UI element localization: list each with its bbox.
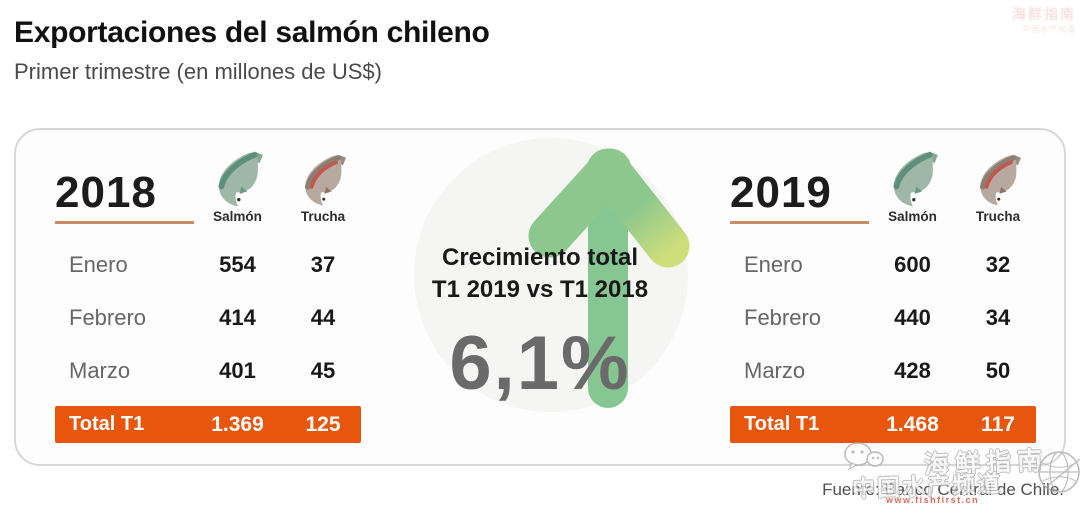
salmon-icon bbox=[218, 151, 263, 207]
page-title: Exportaciones del salmón chileno bbox=[14, 16, 490, 49]
salmon-value: 600 bbox=[894, 251, 931, 277]
month-label: Marzo bbox=[744, 357, 806, 383]
total-trucha-value: 117 bbox=[981, 412, 1015, 436]
year-underline bbox=[55, 221, 194, 224]
growth-value: 6,1% bbox=[449, 321, 631, 406]
table-2018-header: 2018 Salmón bbox=[55, 150, 361, 224]
month-label: Marzo bbox=[69, 357, 131, 383]
table-row: Enero 600 32 bbox=[730, 238, 1036, 291]
page-subtitle: Primer trimestre (en millones de US$) bbox=[14, 59, 382, 84]
total-row-2018: Total T1 1.369 125 bbox=[55, 406, 361, 443]
table-2018-rows: Enero 554 37 Febrero 414 44 Marzo 401 45 bbox=[55, 238, 361, 397]
table-row: Enero 554 37 bbox=[55, 238, 361, 291]
total-label: Total T1 bbox=[69, 413, 145, 435]
table-row: Febrero 440 34 bbox=[730, 291, 1036, 344]
total-trucha-value: 125 bbox=[305, 412, 341, 436]
total-salmon-value: 1.369 bbox=[211, 412, 264, 436]
top-watermark-subtext: 中国水产频道 bbox=[1022, 25, 1076, 34]
trucha-value: 45 bbox=[310, 357, 336, 383]
trucha-icon bbox=[979, 154, 1021, 206]
trucha-value: 50 bbox=[985, 357, 1011, 383]
total-row-2019: Total T1 1.468 117 bbox=[730, 406, 1036, 443]
growth-caption: Crecimiento total T1 2019 vs T1 2018 bbox=[356, 242, 724, 306]
growth-arrow-icon bbox=[528, 148, 690, 408]
salmon-value: 428 bbox=[894, 357, 931, 383]
salmon-value: 401 bbox=[219, 357, 256, 383]
trucha-column-label: Trucha bbox=[975, 209, 1021, 224]
salmon-column-label: Salmón bbox=[213, 209, 262, 224]
salmon-column-label: Salmón bbox=[888, 209, 937, 224]
growth-section: Crecimiento total T1 2019 vs T1 2018 6,1… bbox=[356, 130, 724, 464]
trucha-icon bbox=[304, 154, 346, 206]
salmon-value: 554 bbox=[219, 251, 256, 277]
trucha-column-label: Trucha bbox=[300, 209, 346, 224]
table-2019-header: 2019 Salmón bbox=[730, 150, 1036, 224]
table-2018: 2018 Salmón bbox=[16, 130, 361, 464]
table-row: Febrero 414 44 bbox=[55, 291, 361, 344]
header: Exportaciones del salmón chileno Primer … bbox=[14, 16, 490, 85]
trucha-value: 37 bbox=[310, 251, 336, 277]
source-text: Fuente: Banco Central de Chile. bbox=[822, 480, 1064, 499]
table-2019: 2019 Salmón bbox=[724, 130, 1064, 464]
table-row: Marzo 401 45 bbox=[55, 344, 361, 397]
month-label: Febrero bbox=[69, 304, 147, 330]
trucha-value: 44 bbox=[310, 304, 336, 330]
top-watermark: 海鲜指南 中国水产频道 bbox=[1012, 4, 1076, 35]
table-2019-rows: Enero 600 32 Febrero 440 34 Marzo 428 50 bbox=[730, 238, 1036, 397]
year-underline bbox=[730, 221, 869, 224]
data-card: 2018 Salmón bbox=[14, 128, 1066, 466]
table-row: Marzo 428 50 bbox=[730, 344, 1036, 397]
month-label: Enero bbox=[744, 251, 803, 277]
growth-caption-line1: Crecimiento total bbox=[441, 244, 639, 271]
growth-caption-line2: T1 2019 vs T1 2018 bbox=[431, 276, 649, 303]
total-label: Total T1 bbox=[744, 413, 820, 435]
month-label: Enero bbox=[69, 251, 128, 277]
year-label-2019: 2019 bbox=[730, 168, 832, 217]
month-label: Febrero bbox=[744, 304, 822, 330]
trucha-value: 32 bbox=[985, 251, 1011, 277]
salmon-icon bbox=[893, 151, 938, 207]
total-salmon-value: 1.468 bbox=[886, 412, 939, 436]
trucha-value: 34 bbox=[985, 304, 1011, 330]
year-label-2018: 2018 bbox=[55, 168, 157, 217]
top-watermark-text: 海鲜指南 bbox=[1012, 6, 1076, 22]
salmon-value: 414 bbox=[219, 304, 256, 330]
salmon-value: 440 bbox=[894, 304, 931, 330]
